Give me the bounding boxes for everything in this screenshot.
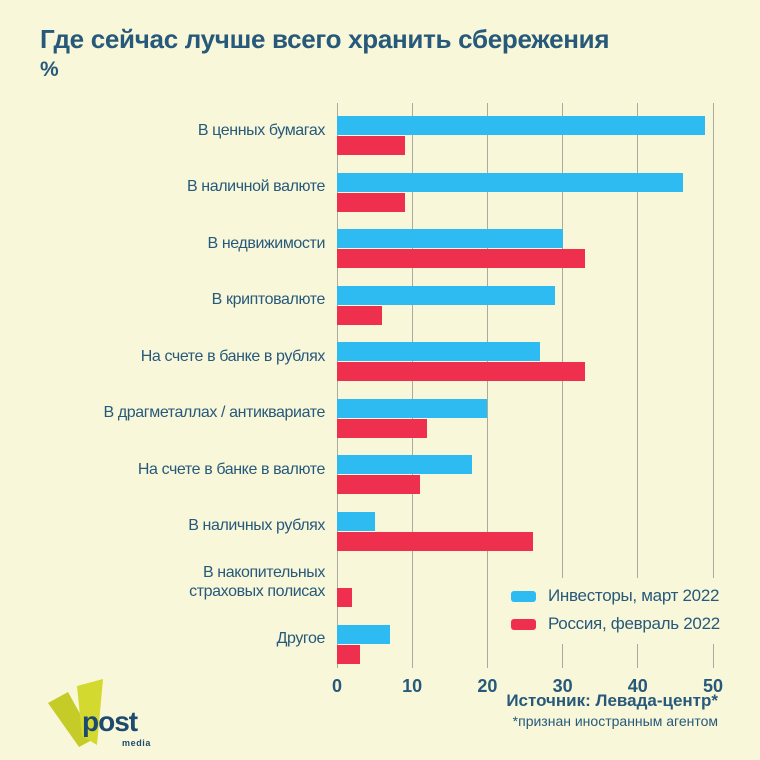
bar-investors <box>337 342 541 361</box>
category-label: Другое <box>276 630 326 648</box>
bar-russia <box>337 192 405 212</box>
legend-label-investors: Инвесторы, март 2022 <box>548 586 720 605</box>
legend-swatch-russia-icon <box>511 618 536 630</box>
bar-russia <box>337 644 360 664</box>
bar-russia <box>337 136 405 155</box>
category-label: На счете в банке в валюте <box>137 460 326 478</box>
legend-label-russia: Россия, февраль 2022 <box>548 614 720 633</box>
bar-russia <box>337 531 533 551</box>
bar-investors <box>337 624 390 644</box>
bar-investors <box>337 116 706 135</box>
bar-investors <box>337 285 556 305</box>
logo-word: post <box>82 706 138 737</box>
bar-russia <box>337 305 383 325</box>
bar-investors <box>337 455 473 474</box>
x-axis-label: 30 <box>552 676 573 696</box>
gridline <box>562 103 564 668</box>
x-axis-label: 0 <box>331 676 342 696</box>
x-axis-label: 40 <box>627 676 648 696</box>
x-axis-label: 50 <box>702 676 724 696</box>
source-line: Источник: Левада-центр* <box>506 691 718 710</box>
bar-russia <box>337 475 420 494</box>
bar-russia <box>337 249 586 268</box>
legend-item-russia: Россия, февраль 2022 <box>511 614 743 634</box>
x-axis-label: 20 <box>477 676 498 696</box>
category-label: В драгметаллах / антиквариате <box>103 404 326 422</box>
gridline <box>411 103 413 668</box>
gridline <box>336 103 338 668</box>
category-label: На счете в банке в рублях <box>140 347 326 365</box>
page-title: Где сейчас лучше всего хранить сбережени… <box>40 24 610 54</box>
source-note: Источник: Левада-центр* *признан иностра… <box>506 690 718 730</box>
category-label: В ценных бумагах <box>197 121 326 139</box>
bar-investors <box>337 172 683 192</box>
legend-swatch-investors-icon <box>511 590 536 602</box>
category-label: В криптовалюте <box>211 291 326 309</box>
bar-investors <box>337 511 375 531</box>
gridline <box>637 103 639 668</box>
vpost-logo: post media <box>46 676 176 756</box>
x-axis-label: 10 <box>402 676 423 696</box>
bar-investors <box>337 229 563 248</box>
logo-subword: media <box>122 738 152 748</box>
category-label: В наличной валюте <box>186 178 325 196</box>
bar-russia <box>337 588 353 607</box>
legend-item-investors: Инвесторы, март 2022 <box>511 586 743 606</box>
category-label: В недвижимости <box>207 234 326 252</box>
gridline <box>712 103 714 668</box>
bar-russia <box>337 418 428 438</box>
bar-russia <box>337 362 586 381</box>
chart-legend: Инвесторы, март 2022 Россия, февраль 202… <box>497 578 743 644</box>
gridline <box>486 103 488 668</box>
category-label: В наличных рублях <box>188 517 325 535</box>
category-label: В накопительных страховых полисах <box>189 564 325 601</box>
bar-investors <box>337 398 488 418</box>
source-footnote: *признан иностранным агентом <box>512 713 718 730</box>
logo-v-icon <box>48 679 103 747</box>
units-label: % <box>40 58 59 81</box>
